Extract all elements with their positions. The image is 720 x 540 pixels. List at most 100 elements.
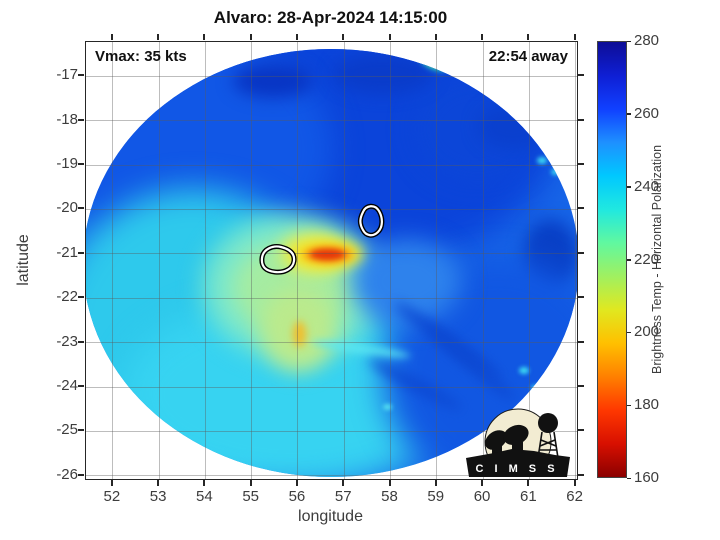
x-tick-top bbox=[342, 34, 345, 40]
swath-color-region bbox=[478, 104, 548, 149]
x-tick-label: 57 bbox=[334, 488, 352, 505]
y-tick-left bbox=[78, 429, 84, 432]
colorbar-tick bbox=[627, 404, 631, 407]
y-gridline bbox=[86, 164, 577, 166]
y-tick-label: -21 bbox=[56, 243, 78, 261]
y-tick-right bbox=[578, 251, 584, 254]
x-gridline bbox=[390, 42, 391, 479]
contour-northeast bbox=[359, 205, 383, 237]
x-tick-bottom bbox=[434, 480, 437, 486]
center-fix-contours bbox=[259, 203, 385, 275]
colorbar-tick-label: 240 bbox=[634, 177, 660, 195]
x-tick-label: 61 bbox=[519, 488, 537, 505]
colorbar-tick-label: 180 bbox=[634, 396, 660, 414]
x-gridline bbox=[436, 42, 438, 479]
swath-color-region bbox=[310, 249, 345, 260]
y-tick-right bbox=[578, 163, 584, 166]
dish-mount bbox=[492, 444, 502, 456]
x-tick-label: 56 bbox=[288, 488, 306, 505]
x-tick-label: 60 bbox=[473, 488, 491, 505]
swath-color-region bbox=[383, 404, 392, 410]
x-gridline bbox=[297, 42, 299, 479]
satellite-dish-icon bbox=[503, 424, 529, 446]
swath-color-region bbox=[233, 64, 313, 98]
x-tick-label: 52 bbox=[103, 488, 121, 505]
x-tick-top bbox=[203, 34, 206, 40]
x-tick-bottom bbox=[110, 480, 113, 486]
y-gridline bbox=[86, 475, 577, 477]
y-gridline bbox=[86, 342, 577, 344]
logo-text: C I M S S bbox=[475, 463, 558, 475]
pass-time-annotation: 22:54 away bbox=[488, 48, 568, 65]
y-gridline bbox=[86, 430, 577, 432]
colorbar-tick-label: 260 bbox=[634, 104, 660, 122]
colorbar-tick-label: 160 bbox=[634, 469, 660, 486]
y-tick-left bbox=[78, 473, 84, 476]
y-tick-left bbox=[78, 385, 84, 388]
y-tick-label: -18 bbox=[56, 110, 78, 128]
colorbar-tick bbox=[627, 477, 631, 479]
y-tick-right bbox=[578, 385, 584, 388]
x-gridline bbox=[482, 42, 484, 479]
y-tick-right bbox=[578, 429, 584, 432]
y-gridline bbox=[86, 208, 577, 210]
x-tick-bottom bbox=[527, 480, 530, 486]
contour-west bbox=[260, 245, 296, 274]
colorbar-tick bbox=[627, 186, 631, 188]
y-gridline bbox=[86, 120, 577, 122]
x-tick-label: 53 bbox=[149, 488, 167, 505]
x-tick-bottom bbox=[157, 480, 160, 486]
y-axis-label: latitude bbox=[15, 234, 32, 286]
x-tick-top bbox=[157, 34, 160, 40]
x-tick-top bbox=[295, 34, 298, 40]
y-tick-left bbox=[78, 296, 84, 299]
y-tick-left bbox=[78, 251, 84, 254]
x-tick-top bbox=[249, 34, 252, 40]
logo-banner bbox=[466, 449, 570, 477]
x-tick-top bbox=[481, 34, 484, 40]
x-tick-top bbox=[573, 34, 576, 40]
x-tick-top bbox=[110, 34, 113, 40]
y-tick-label: -24 bbox=[56, 377, 78, 395]
y-tick-left bbox=[78, 163, 84, 166]
x-tick-top bbox=[388, 34, 391, 40]
vmax-annotation: Vmax: 35 kts bbox=[95, 48, 187, 65]
colorbar-tick bbox=[627, 113, 631, 115]
y-tick-left bbox=[78, 207, 84, 210]
x-tick-label: 55 bbox=[242, 488, 260, 505]
x-tick-top bbox=[434, 34, 437, 40]
x-tick-label: 54 bbox=[196, 488, 213, 505]
x-tick-bottom bbox=[573, 480, 576, 486]
plot-area: Vmax: 35 kts 22:54 away C I M S S bbox=[85, 41, 578, 480]
x-tick-label: 58 bbox=[381, 488, 398, 505]
colorbar-tick-label: 220 bbox=[634, 250, 660, 268]
swath-color-region bbox=[293, 321, 306, 347]
y-gridline bbox=[86, 253, 577, 255]
water-tower-tank bbox=[538, 413, 558, 433]
colorbar-tick bbox=[627, 259, 631, 261]
x-gridline bbox=[112, 42, 114, 479]
y-tick-right bbox=[578, 296, 584, 299]
x-tick-bottom bbox=[295, 480, 298, 486]
y-tick-label: -26 bbox=[56, 465, 78, 483]
x-tick-bottom bbox=[249, 480, 252, 486]
swath-color-region bbox=[551, 169, 559, 175]
x-tick-bottom bbox=[203, 480, 206, 486]
dish-mount bbox=[512, 442, 523, 454]
y-tick-label: -17 bbox=[56, 66, 78, 84]
x-gridline bbox=[158, 42, 160, 479]
y-tick-right bbox=[578, 473, 584, 476]
y-tick-left bbox=[78, 118, 84, 121]
y-tick-label: -23 bbox=[56, 332, 78, 350]
y-tick-right bbox=[578, 118, 584, 121]
y-tick-right bbox=[578, 207, 584, 210]
x-tick-label: 62 bbox=[566, 488, 583, 505]
y-gridline bbox=[86, 297, 577, 299]
x-gridline bbox=[204, 42, 206, 479]
colorbar bbox=[597, 41, 627, 478]
colorbar-tick bbox=[627, 331, 631, 334]
swath-color-region bbox=[537, 157, 547, 164]
x-axis-label: longitude bbox=[298, 508, 363, 525]
y-tick-left bbox=[78, 74, 84, 77]
